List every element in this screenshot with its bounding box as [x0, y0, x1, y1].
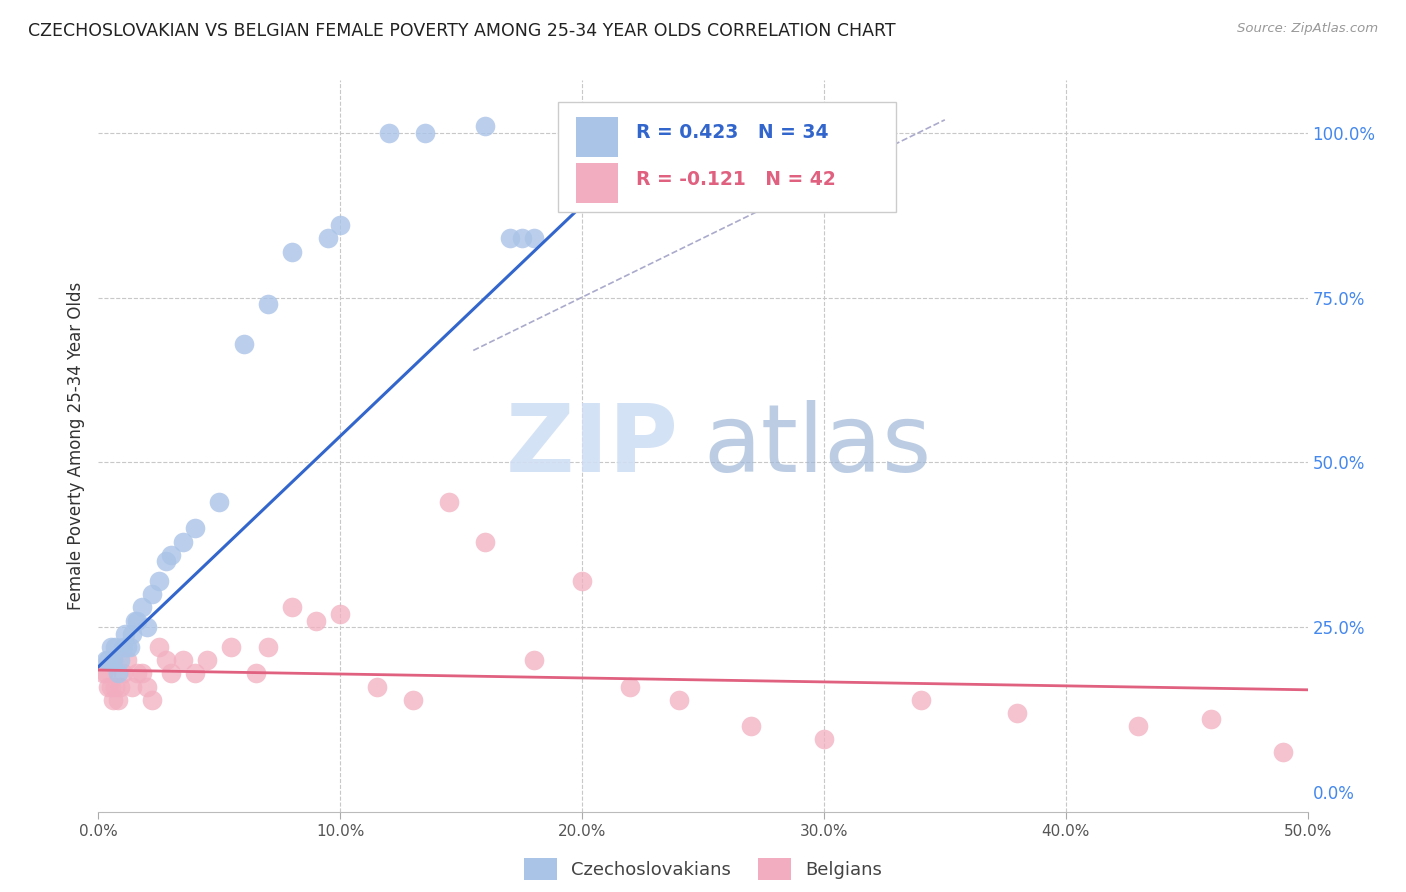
Point: [148, 574, 170, 588]
Point: [668, 692, 690, 706]
Point: [108, 653, 131, 667]
Point: [184, 666, 207, 681]
Point: [474, 120, 496, 134]
Point: [108, 680, 131, 694]
Point: [245, 666, 267, 681]
Point: [184, 521, 207, 535]
Point: [100, 680, 122, 694]
Point: [131, 600, 153, 615]
Text: CZECHOSLOVAKIAN VS BELGIAN FEMALE POVERTY AMONG 25-34 YEAR OLDS CORRELATION CHAR: CZECHOSLOVAKIAN VS BELGIAN FEMALE POVERT…: [28, 22, 896, 40]
Point: [111, 640, 134, 654]
Point: [172, 653, 194, 667]
Point: [305, 614, 328, 628]
Text: atlas: atlas: [703, 400, 931, 492]
Point: [510, 231, 533, 245]
Point: [413, 126, 436, 140]
Legend: Czechoslovakians, Belgians: Czechoslovakians, Belgians: [517, 850, 889, 887]
Point: [366, 680, 388, 694]
FancyBboxPatch shape: [576, 117, 619, 157]
Point: [117, 653, 139, 667]
Point: [740, 719, 762, 733]
Point: [124, 614, 146, 628]
Point: [135, 620, 157, 634]
Point: [1272, 746, 1295, 760]
Point: [160, 548, 183, 562]
Point: [155, 653, 177, 667]
Point: [256, 640, 278, 654]
Point: [100, 640, 122, 654]
Point: [97, 653, 120, 667]
Point: [195, 653, 218, 667]
Point: [232, 336, 254, 351]
Point: [104, 680, 127, 694]
Point: [111, 666, 134, 681]
Point: [91, 666, 114, 681]
Point: [402, 692, 425, 706]
Point: [281, 600, 304, 615]
Point: [94, 666, 117, 681]
Text: ZIP: ZIP: [506, 400, 679, 492]
Point: [813, 732, 835, 747]
Point: [127, 614, 149, 628]
Point: [148, 640, 170, 654]
Point: [208, 495, 231, 509]
Point: [256, 297, 278, 311]
Point: [377, 126, 399, 140]
Point: [101, 692, 124, 706]
Point: [281, 244, 304, 259]
Point: [221, 640, 243, 654]
Point: [172, 534, 194, 549]
Point: [121, 680, 143, 694]
Point: [316, 231, 339, 245]
FancyBboxPatch shape: [558, 103, 897, 212]
Point: [910, 692, 932, 706]
Point: [94, 653, 117, 667]
Point: [107, 666, 129, 681]
Point: [523, 231, 546, 245]
Point: [118, 640, 141, 654]
Point: [141, 587, 163, 601]
Point: [329, 607, 352, 621]
Point: [329, 219, 352, 233]
Point: [127, 666, 149, 681]
Point: [155, 554, 177, 568]
Point: [101, 653, 124, 667]
FancyBboxPatch shape: [576, 163, 619, 203]
Point: [571, 574, 593, 588]
Point: [498, 231, 520, 245]
Point: [160, 666, 183, 681]
Point: [474, 534, 496, 549]
Y-axis label: Female Poverty Among 25-34 Year Olds: Female Poverty Among 25-34 Year Olds: [66, 282, 84, 610]
Point: [437, 495, 460, 509]
Text: Source: ZipAtlas.com: Source: ZipAtlas.com: [1237, 22, 1378, 36]
Point: [107, 692, 129, 706]
Point: [141, 692, 163, 706]
Point: [1007, 706, 1029, 720]
Point: [619, 680, 641, 694]
Point: [104, 640, 127, 654]
Point: [135, 680, 157, 694]
Point: [97, 680, 120, 694]
Point: [117, 640, 139, 654]
Point: [131, 666, 153, 681]
Point: [114, 627, 136, 641]
Point: [1128, 719, 1150, 733]
Point: [523, 653, 546, 667]
Text: R = -0.121   N = 42: R = -0.121 N = 42: [637, 169, 837, 188]
Point: [1199, 713, 1222, 727]
Text: R = 0.423   N = 34: R = 0.423 N = 34: [637, 123, 830, 143]
Point: [121, 627, 143, 641]
